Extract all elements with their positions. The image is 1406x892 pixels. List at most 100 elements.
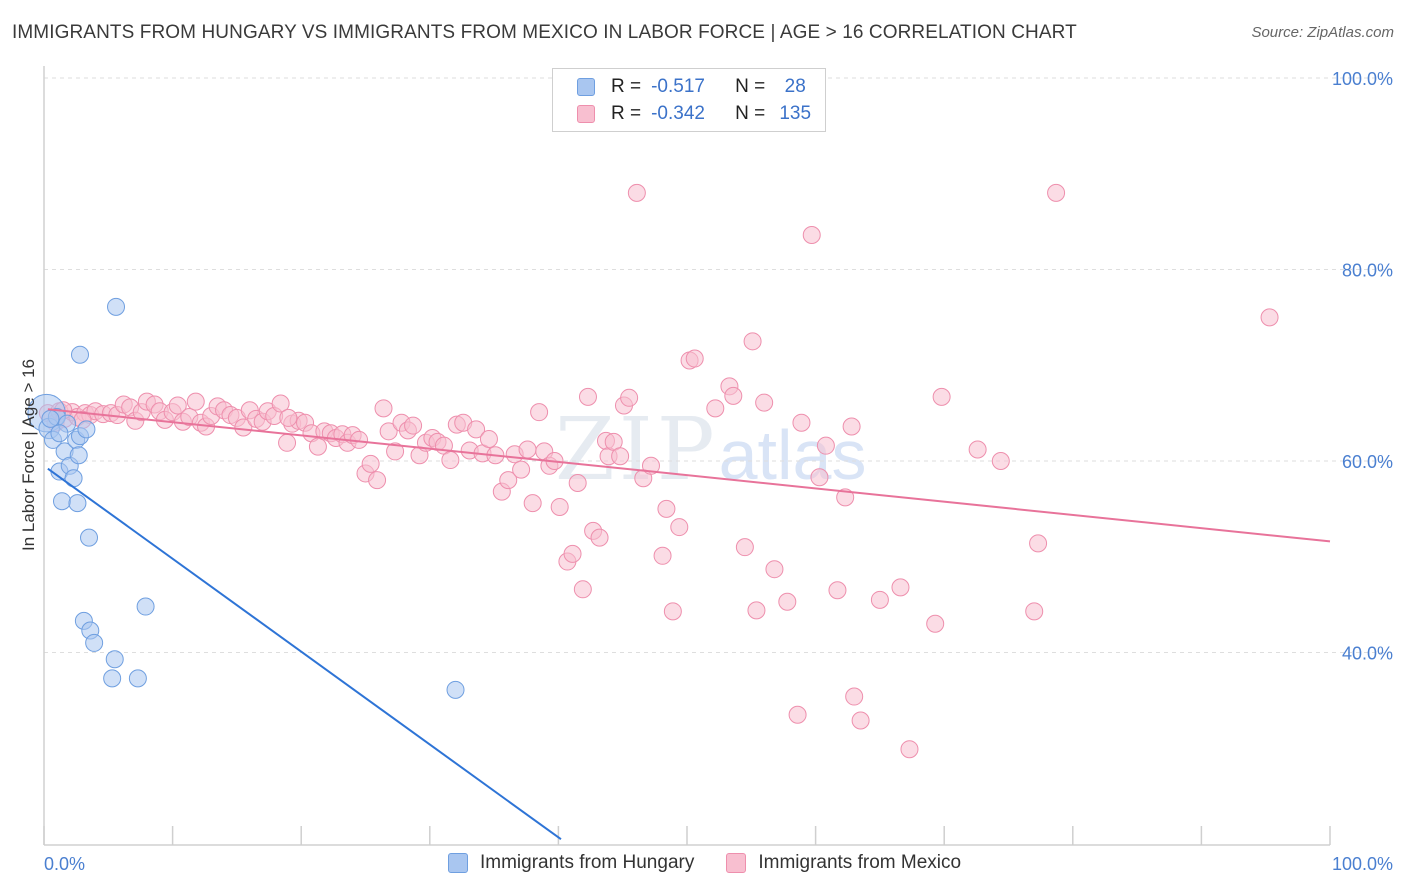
legend-n-value: 28: [784, 76, 806, 97]
point-hungary: [103, 669, 122, 688]
point-mexico: [386, 442, 405, 461]
point-mexico: [563, 544, 582, 563]
legend-r-value: -0.517: [651, 76, 705, 97]
point-mexico: [816, 436, 835, 455]
point-mexico: [590, 528, 609, 547]
point-mexico: [271, 394, 290, 413]
legend-n-label: N =: [735, 76, 766, 97]
point-mexico: [968, 440, 987, 459]
point-hungary: [446, 680, 465, 699]
legend-n-label: N =: [735, 103, 766, 124]
series-label-hungary: Immigrants from Hungary: [480, 852, 695, 873]
point-mexico: [1047, 183, 1066, 202]
point-mexico: [765, 560, 784, 579]
point-mexico: [550, 497, 569, 516]
point-mexico: [530, 403, 549, 422]
point-mexico: [828, 581, 847, 600]
legend-r-label: R =: [611, 103, 642, 124]
point-mexico: [926, 614, 945, 633]
correlation-legend: R = -0.517 N = 28 R = -0.342 N = 135: [552, 68, 826, 132]
y-axis-label: In Labor Force | Age > 16: [19, 359, 38, 551]
data-points: [27, 183, 1279, 759]
point-mexico: [568, 474, 587, 493]
point-mexico: [747, 601, 766, 620]
point-mexico: [479, 429, 498, 448]
point-mexico: [792, 413, 811, 432]
point-mexico: [368, 471, 387, 490]
legend-r-value: -0.342: [651, 103, 705, 124]
legend-n-value: 135: [779, 103, 812, 124]
point-mexico: [441, 451, 460, 470]
point-mexico: [234, 418, 253, 437]
point-mexico: [836, 488, 855, 507]
point-mexico: [308, 437, 327, 456]
point-mexico: [842, 417, 861, 436]
point-hungary: [68, 494, 87, 513]
point-mexico: [278, 433, 297, 452]
point-mexico: [870, 590, 889, 609]
x-tick-label-min: 0.0%: [44, 854, 85, 874]
point-hungary: [85, 633, 104, 652]
point-mexico: [1029, 534, 1048, 553]
legend-swatch-mexico: [577, 105, 595, 123]
y-tick-labels: 40.0% 60.0% 80.0% 100.0%: [1332, 69, 1393, 664]
point-mexico: [778, 592, 797, 611]
point-mexico: [706, 399, 725, 418]
point-mexico: [467, 420, 486, 439]
point-mexico: [573, 580, 592, 599]
legend-row-mexico: R = -0.342 N = 135: [577, 101, 815, 127]
point-mexico: [627, 183, 646, 202]
grid-lines: [44, 77, 1394, 653]
x-ticks: [43, 826, 1331, 845]
x-tick-label-max: 100.0%: [1332, 854, 1393, 874]
y-tick-label: 100.0%: [1332, 69, 1393, 89]
point-mexico: [900, 740, 919, 759]
point-mexico: [755, 393, 774, 412]
point-hungary: [105, 650, 124, 669]
point-mexico: [932, 387, 951, 406]
point-mexico: [851, 711, 870, 730]
point-hungary: [64, 469, 83, 488]
point-hungary: [136, 597, 155, 616]
point-hungary: [80, 528, 99, 547]
point-hungary: [71, 345, 90, 364]
point-hungary: [77, 420, 96, 439]
point-mexico: [620, 388, 639, 407]
axes: [43, 66, 1330, 846]
point-mexico: [404, 416, 423, 435]
y-tick-label: 80.0%: [1342, 261, 1393, 281]
point-mexico: [512, 460, 531, 479]
source-label: Source: ZipAtlas.com: [1251, 24, 1394, 41]
point-mexico: [991, 452, 1010, 470]
x-tick-labels: 0.0% 100.0%: [44, 854, 1393, 874]
point-mexico: [523, 494, 542, 513]
series-label-mexico: Immigrants from Mexico: [758, 852, 962, 873]
point-mexico: [374, 399, 393, 418]
series-swatch-mexico: [726, 853, 747, 873]
point-mexico: [518, 440, 537, 459]
point-mexico: [743, 332, 762, 351]
point-mexico: [186, 392, 205, 411]
point-mexico: [724, 386, 743, 405]
point-mexico: [657, 499, 676, 518]
point-hungary: [50, 424, 69, 443]
trend-line-mexico: [47, 408, 1331, 543]
point-mexico: [735, 538, 754, 557]
point-mexico: [279, 408, 298, 427]
point-mexico: [361, 454, 380, 473]
point-mexico: [1025, 602, 1044, 621]
point-mexico: [168, 396, 187, 415]
point-mexico: [845, 687, 864, 706]
point-mexico: [611, 447, 630, 466]
legend-swatch-hungary: [577, 78, 595, 96]
point-mexico: [499, 471, 518, 490]
point-mexico: [653, 546, 672, 565]
point-hungary: [53, 492, 72, 511]
point-mexico: [810, 468, 829, 487]
point-mexico: [578, 387, 597, 406]
trend-line-hungary: [47, 467, 562, 841]
point-mexico: [685, 349, 704, 368]
trend-lines: [47, 408, 1331, 841]
point-mexico: [379, 422, 398, 441]
